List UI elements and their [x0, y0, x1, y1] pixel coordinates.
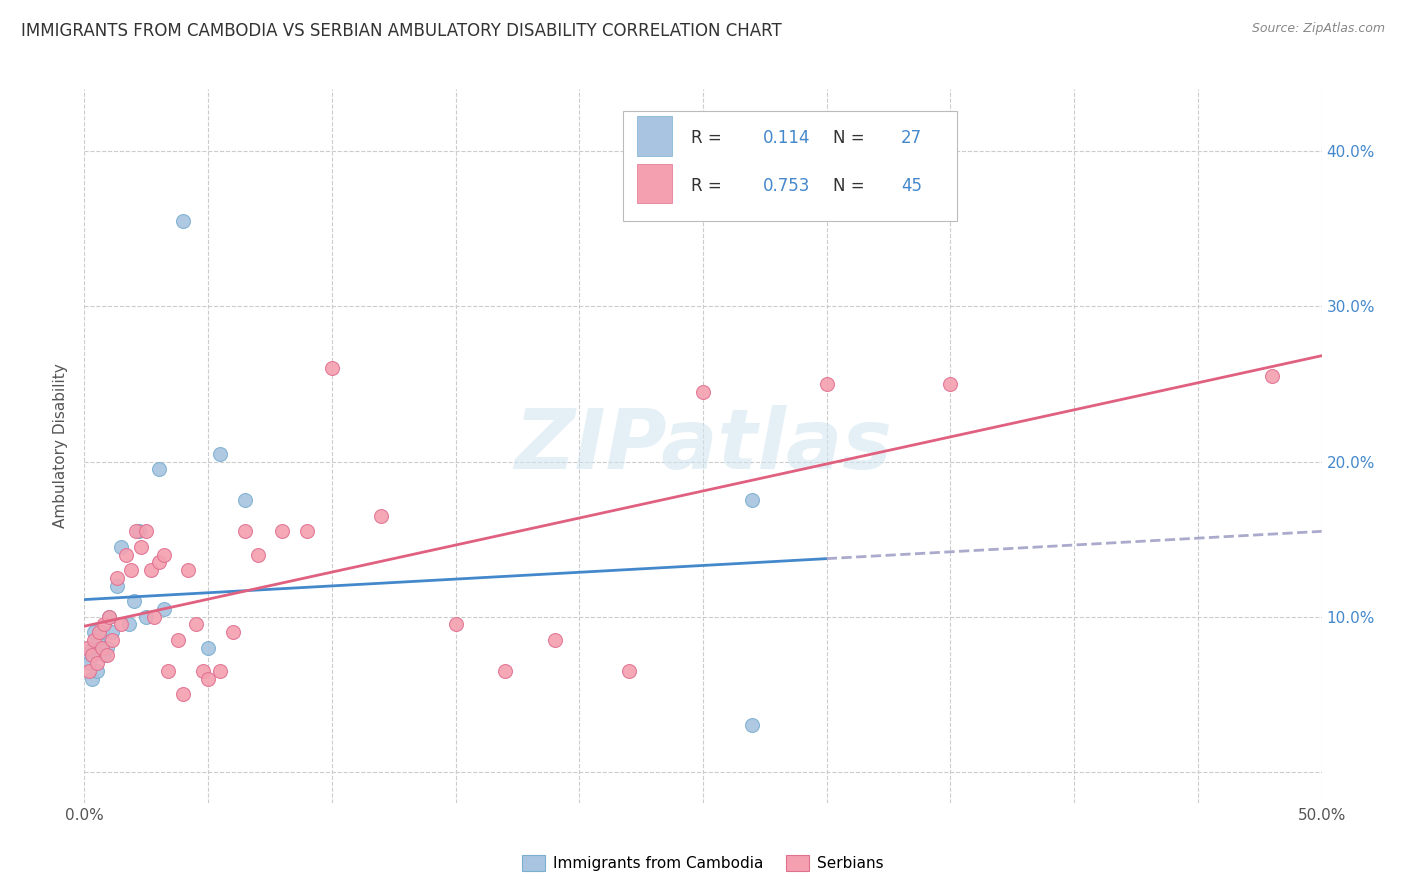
Point [184, 617, 207, 632]
Point [741, 493, 763, 508]
Point [152, 602, 174, 616]
Point [191, 664, 214, 678]
Point [135, 524, 157, 539]
Point [110, 617, 132, 632]
Point [90, 640, 112, 655]
Point [76, 648, 98, 663]
Point [79, 664, 101, 678]
Point [1261, 369, 1284, 384]
Text: 45: 45 [901, 177, 922, 194]
Point [177, 563, 200, 577]
Point [142, 609, 165, 624]
Point [444, 617, 467, 632]
Point [157, 664, 180, 678]
Point [125, 524, 148, 539]
Point [98, 609, 121, 624]
Text: 0.114: 0.114 [762, 128, 810, 146]
Point [105, 571, 128, 585]
Point [100, 632, 122, 647]
Point [86, 656, 108, 670]
Point [115, 548, 138, 562]
Text: 27: 27 [901, 128, 922, 146]
Point [98, 609, 121, 624]
Point [197, 672, 219, 686]
Point [815, 376, 838, 391]
Point [295, 524, 318, 539]
Point [167, 632, 190, 647]
Point [172, 687, 194, 701]
Point [135, 609, 157, 624]
Point [128, 524, 150, 539]
Point [617, 664, 640, 678]
Point [96, 648, 118, 663]
Point [152, 548, 174, 562]
Legend: Immigrants from Cambodia, Serbians: Immigrants from Cambodia, Serbians [516, 849, 890, 877]
Point [129, 540, 152, 554]
Point [246, 548, 269, 562]
Point [86, 632, 108, 647]
Point [209, 447, 232, 461]
Text: R =: R = [690, 128, 727, 146]
Point [96, 640, 118, 655]
Text: 0.753: 0.753 [762, 177, 810, 194]
Text: Source: ZipAtlas.com: Source: ZipAtlas.com [1251, 22, 1385, 36]
Point [692, 384, 714, 399]
Point [80, 640, 103, 655]
Text: ZIPatlas: ZIPatlas [515, 406, 891, 486]
Point [90, 625, 112, 640]
Point [148, 462, 170, 476]
Point [233, 524, 256, 539]
Point [939, 376, 962, 391]
Point [93, 617, 115, 632]
Text: N =: N = [832, 128, 870, 146]
Point [233, 493, 256, 508]
Point [141, 563, 163, 577]
Point [80, 672, 103, 686]
Text: R =: R = [690, 177, 727, 194]
Point [110, 540, 132, 554]
Y-axis label: Ambulatory Disability: Ambulatory Disability [53, 364, 69, 528]
Point [222, 625, 245, 640]
Point [83, 632, 105, 647]
Point [543, 632, 565, 647]
Point [89, 625, 111, 640]
Point [148, 555, 170, 569]
Point [321, 361, 343, 376]
Point [122, 594, 145, 608]
Point [370, 508, 392, 523]
Text: IMMIGRANTS FROM CAMBODIA VS SERBIAN AMBULATORY DISABILITY CORRELATION CHART: IMMIGRANTS FROM CAMBODIA VS SERBIAN AMBU… [21, 22, 782, 40]
Point [271, 524, 294, 539]
Bar [637, 164, 672, 203]
FancyBboxPatch shape [623, 111, 956, 221]
Point [120, 563, 142, 577]
Point [79, 656, 101, 670]
Point [80, 648, 103, 663]
Point [86, 664, 108, 678]
Point [197, 640, 219, 655]
Point [100, 625, 122, 640]
Point [76, 640, 98, 655]
Point [172, 214, 194, 228]
Bar [637, 116, 672, 155]
Point [118, 617, 141, 632]
Text: N =: N = [832, 177, 870, 194]
Point [494, 664, 516, 678]
Point [83, 625, 105, 640]
Point [741, 718, 763, 732]
Point [93, 648, 115, 663]
Point [89, 640, 111, 655]
Point [209, 664, 232, 678]
Point [105, 579, 128, 593]
